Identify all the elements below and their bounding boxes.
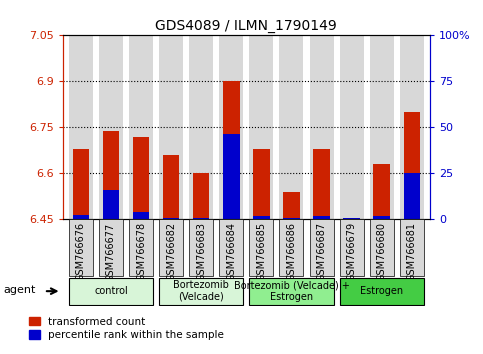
FancyBboxPatch shape <box>280 219 303 276</box>
Text: GSM766678: GSM766678 <box>136 222 146 281</box>
Bar <box>72 149 89 219</box>
Text: GSM766680: GSM766680 <box>377 222 387 281</box>
Text: GSM766681: GSM766681 <box>407 222 417 281</box>
Bar <box>369 35 394 219</box>
Text: GSM766683: GSM766683 <box>196 222 206 281</box>
Bar <box>163 155 179 219</box>
Bar <box>72 215 89 219</box>
FancyBboxPatch shape <box>249 219 273 276</box>
FancyBboxPatch shape <box>249 278 334 305</box>
Bar <box>189 35 213 219</box>
Bar <box>340 35 364 219</box>
Bar <box>253 149 270 219</box>
Bar <box>400 35 424 219</box>
Bar <box>253 216 270 219</box>
Text: control: control <box>94 286 128 296</box>
Bar <box>249 35 273 219</box>
Text: GSM766679: GSM766679 <box>347 222 356 281</box>
Bar <box>283 218 300 219</box>
Bar <box>223 133 240 219</box>
Text: Estrogen: Estrogen <box>360 286 403 296</box>
Bar <box>223 81 240 219</box>
Text: GSM766685: GSM766685 <box>256 222 266 281</box>
Bar <box>163 218 179 219</box>
Text: GSM766676: GSM766676 <box>76 222 86 281</box>
Bar <box>103 190 119 219</box>
FancyBboxPatch shape <box>189 219 213 276</box>
Bar <box>103 131 119 219</box>
Text: GSM766687: GSM766687 <box>316 222 327 281</box>
Bar <box>219 35 243 219</box>
Text: Bortezomib (Velcade) +
Estrogen: Bortezomib (Velcade) + Estrogen <box>233 280 349 302</box>
Text: GSM766684: GSM766684 <box>227 222 236 281</box>
Text: agent: agent <box>3 285 36 295</box>
Bar <box>193 173 210 219</box>
FancyBboxPatch shape <box>310 219 334 276</box>
FancyBboxPatch shape <box>340 278 424 305</box>
Bar <box>310 35 334 219</box>
FancyBboxPatch shape <box>69 219 93 276</box>
Bar <box>133 137 149 219</box>
FancyBboxPatch shape <box>369 219 394 276</box>
Bar <box>133 212 149 219</box>
Bar <box>283 192 300 219</box>
FancyBboxPatch shape <box>219 219 243 276</box>
Text: GSM766682: GSM766682 <box>166 222 176 281</box>
Bar <box>313 149 330 219</box>
Bar <box>313 216 330 219</box>
Bar <box>343 218 360 219</box>
Bar <box>403 112 420 219</box>
FancyBboxPatch shape <box>159 278 243 305</box>
Bar <box>159 35 183 219</box>
Bar <box>280 35 303 219</box>
Bar <box>69 35 93 219</box>
FancyBboxPatch shape <box>340 219 364 276</box>
Bar <box>99 35 123 219</box>
Bar <box>403 173 420 219</box>
FancyBboxPatch shape <box>159 219 183 276</box>
FancyBboxPatch shape <box>400 219 424 276</box>
Text: GSM766686: GSM766686 <box>286 222 297 281</box>
Bar <box>373 216 390 219</box>
Bar <box>373 164 390 219</box>
FancyBboxPatch shape <box>69 278 153 305</box>
Title: GDS4089 / ILMN_1790149: GDS4089 / ILMN_1790149 <box>156 19 337 33</box>
FancyBboxPatch shape <box>129 219 153 276</box>
Text: Bortezomib
(Velcade): Bortezomib (Velcade) <box>173 280 229 302</box>
Text: GSM766677: GSM766677 <box>106 222 116 281</box>
FancyBboxPatch shape <box>99 219 123 276</box>
Legend: transformed count, percentile rank within the sample: transformed count, percentile rank withi… <box>29 317 224 340</box>
Bar <box>129 35 153 219</box>
Bar <box>193 218 210 219</box>
